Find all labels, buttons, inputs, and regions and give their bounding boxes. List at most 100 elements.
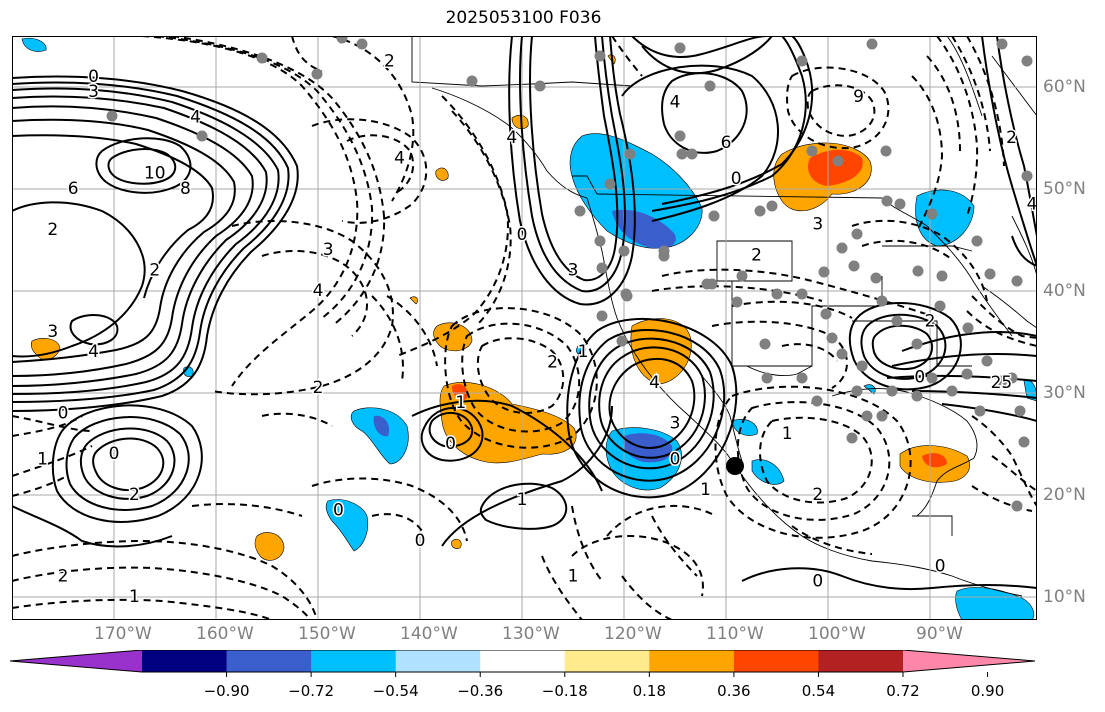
contour-label: 2 bbox=[58, 567, 69, 587]
station-dot bbox=[618, 245, 630, 257]
contour-label: 1 bbox=[517, 490, 528, 510]
station-dot bbox=[861, 410, 873, 422]
station-dot bbox=[911, 338, 923, 350]
colorbar-segment bbox=[142, 650, 228, 672]
station-dot bbox=[806, 145, 818, 157]
station-dot bbox=[674, 130, 686, 142]
contour-label: 2 bbox=[547, 352, 558, 372]
colorbar-segment bbox=[818, 650, 904, 672]
station-dot bbox=[912, 265, 924, 277]
highlight-marker bbox=[726, 457, 744, 475]
lon-label-170w: 170°W bbox=[94, 624, 152, 644]
station-dot bbox=[621, 290, 633, 302]
station-dot bbox=[848, 260, 860, 272]
station-dot bbox=[891, 315, 903, 327]
contour-label: 0 bbox=[731, 169, 742, 189]
colorbar-segment bbox=[733, 650, 819, 672]
contour-label: 2 bbox=[129, 485, 140, 505]
lon-label-130w: 130°W bbox=[502, 624, 560, 644]
station-dot bbox=[926, 372, 938, 384]
lat-label-40n: 40°N bbox=[1043, 281, 1086, 301]
lon-label-120w: 120°W bbox=[604, 624, 662, 644]
contour-label: 0 bbox=[88, 67, 99, 87]
lat-label-50n: 50°N bbox=[1043, 179, 1086, 199]
lat-label-60n: 60°N bbox=[1043, 77, 1086, 97]
contour-label: 2 bbox=[47, 220, 58, 240]
station-dot bbox=[574, 205, 586, 217]
station-dot bbox=[106, 110, 118, 122]
station-dot bbox=[851, 228, 863, 240]
contour-label: 2 bbox=[925, 312, 936, 332]
colorbar-tick-label: 0.36 bbox=[717, 682, 750, 700]
lat-label-30n: 30°N bbox=[1043, 383, 1086, 403]
station-dot bbox=[704, 80, 716, 92]
contour-label: 2 bbox=[1006, 128, 1017, 148]
station-dot bbox=[846, 432, 858, 444]
station-dot bbox=[604, 178, 616, 190]
station-dot bbox=[594, 235, 606, 247]
station-dot bbox=[936, 270, 948, 282]
station-dot bbox=[731, 296, 743, 308]
lat-label-20n: 20°N bbox=[1043, 485, 1086, 505]
contour-label: 4 bbox=[313, 281, 324, 301]
station-dot bbox=[1021, 55, 1033, 67]
station-dot bbox=[996, 38, 1008, 50]
lon-label-140w: 140°W bbox=[400, 624, 458, 644]
station-dot bbox=[946, 385, 958, 397]
colorbar-tick-label: 0.18 bbox=[633, 682, 666, 700]
station-dot bbox=[686, 148, 698, 160]
contour-label: 1 bbox=[568, 567, 579, 587]
station-dot bbox=[1011, 500, 1023, 512]
station-dot bbox=[911, 390, 923, 402]
station-dot bbox=[594, 50, 606, 62]
station-dot bbox=[596, 310, 608, 322]
contour-label: 1 bbox=[700, 480, 711, 500]
contour-label: 25 bbox=[991, 373, 1013, 393]
station-dot bbox=[759, 338, 771, 350]
station-dot bbox=[866, 38, 878, 50]
contour-label: 3 bbox=[812, 215, 823, 235]
station-dot bbox=[971, 235, 983, 247]
colorbar-tick-label: 0.72 bbox=[886, 682, 919, 700]
station-dot bbox=[1011, 275, 1023, 287]
contour-label: 0 bbox=[812, 572, 823, 592]
contour-label: 2 bbox=[384, 52, 395, 72]
station-dot bbox=[880, 145, 892, 157]
station-dot bbox=[836, 348, 848, 360]
colorbar-segment bbox=[395, 650, 481, 672]
station-dot bbox=[708, 210, 720, 222]
colorbar-tick-label: −0.72 bbox=[288, 682, 334, 700]
colorbar-segment bbox=[649, 650, 735, 672]
station-dot bbox=[1014, 405, 1026, 417]
contour-label: 0 bbox=[109, 444, 120, 464]
station-dot bbox=[256, 52, 268, 64]
colorbar-tick-label: −0.90 bbox=[204, 682, 250, 700]
map-title: 2025053100 F036 bbox=[445, 8, 602, 28]
station-dot bbox=[876, 295, 888, 307]
station-dot bbox=[736, 270, 748, 282]
station-dot bbox=[851, 385, 863, 397]
lon-label-150w: 150°W bbox=[298, 624, 356, 644]
station-dot bbox=[674, 42, 686, 54]
contour-label: 3 bbox=[47, 322, 58, 342]
station-dot bbox=[981, 355, 993, 367]
station-dot bbox=[984, 268, 996, 280]
contour-label: 0 bbox=[333, 500, 344, 520]
contour-label: 4 bbox=[1027, 194, 1037, 214]
contour-label: 3 bbox=[670, 414, 681, 434]
contour-label: 2 bbox=[149, 261, 160, 281]
dashed-contours bbox=[12, 36, 1037, 620]
station-dot bbox=[701, 278, 713, 290]
station-dot bbox=[796, 372, 808, 384]
longitude-axis: 170°W 160°W 150°W 140°W 130°W 120°W 110°… bbox=[12, 624, 1037, 646]
station-dot bbox=[658, 250, 670, 262]
lon-label-90w: 90°W bbox=[916, 624, 963, 644]
colorbar-tick-label: 0.54 bbox=[802, 682, 835, 700]
contour-label: 0 bbox=[670, 449, 681, 469]
lon-label-160w: 160°W bbox=[196, 624, 254, 644]
station-dot bbox=[771, 288, 783, 300]
station-dot bbox=[894, 198, 906, 210]
colorbar-extend-max bbox=[903, 650, 1035, 672]
lat-label-10n: 10°N bbox=[1043, 587, 1086, 607]
station-dot bbox=[832, 155, 844, 167]
